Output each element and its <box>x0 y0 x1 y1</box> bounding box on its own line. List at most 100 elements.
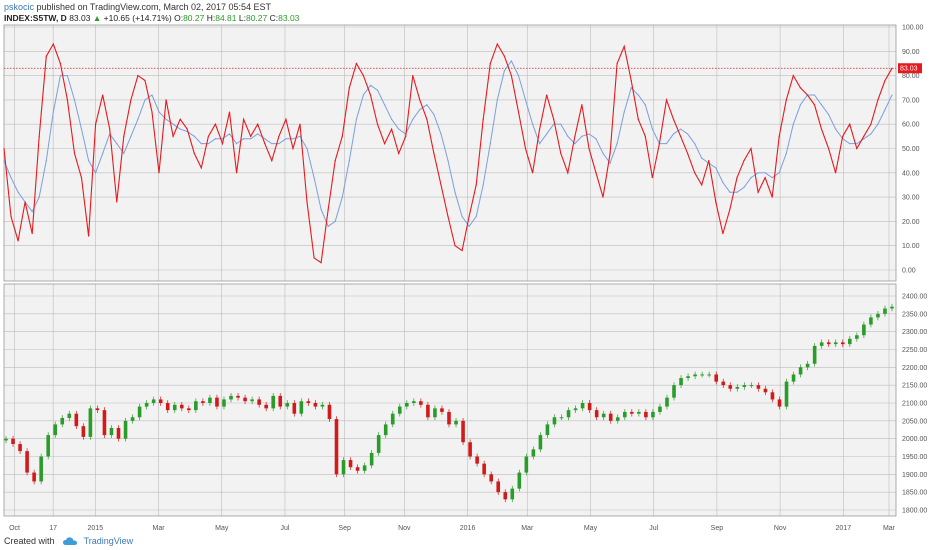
x-tick-label: Jul <box>649 525 658 532</box>
signal-point <box>510 60 513 62</box>
author-link[interactable]: pskocic <box>4 2 35 12</box>
signal-point <box>567 135 569 137</box>
price-candle <box>158 399 163 403</box>
signal-point <box>383 104 386 106</box>
price-candle <box>18 444 22 452</box>
tradingview-brand-link[interactable]: TradingView <box>83 536 134 546</box>
signal-point <box>440 133 442 135</box>
signal-point <box>609 162 611 164</box>
oscillator-point <box>510 75 513 77</box>
oscillator-point <box>630 79 632 82</box>
oscillator-point <box>391 128 393 130</box>
oscillator-point <box>475 184 477 186</box>
signal-point <box>517 75 520 77</box>
price-candle <box>187 408 191 411</box>
signal-point <box>299 135 301 137</box>
x-tick-label: Mar <box>883 525 896 532</box>
price-candle <box>482 463 486 475</box>
close-label: C: <box>269 13 279 23</box>
signal-point <box>856 143 858 145</box>
signal-point <box>813 94 816 96</box>
x-tick-label: Nov <box>774 525 787 532</box>
price-candle <box>151 399 156 403</box>
osc-y-tick-label: 90.00 <box>902 49 920 56</box>
price-candle <box>46 435 50 457</box>
oscillator-point <box>123 135 125 137</box>
oscillator-point <box>419 99 421 101</box>
oscillator-point <box>806 94 809 96</box>
x-tick-label: Jul <box>280 525 289 532</box>
price-candle <box>784 381 789 407</box>
oscillator-point <box>546 94 548 96</box>
price-candle <box>130 417 135 421</box>
signal-point <box>193 135 195 137</box>
price-candle <box>116 427 121 439</box>
price-candle <box>686 376 690 379</box>
symbol-label[interactable]: INDEX:S5TW, D <box>4 13 67 23</box>
price-candle <box>348 460 353 468</box>
oscillator-point <box>461 249 463 252</box>
price-candle <box>341 460 346 475</box>
price-candle <box>630 411 634 414</box>
signal-point <box>327 225 329 227</box>
price-candle <box>721 381 726 386</box>
oscillator-point <box>137 75 139 77</box>
oscillator-point <box>567 172 569 174</box>
signal-point <box>771 177 773 179</box>
price-candle <box>848 338 852 345</box>
price-pane <box>4 284 896 516</box>
oscillator-point <box>426 118 428 120</box>
price-candle <box>81 426 86 437</box>
price-candle <box>819 342 824 346</box>
price-candle <box>665 397 669 407</box>
price-candle <box>222 399 226 407</box>
price-candle <box>883 308 887 314</box>
oscillator-point <box>165 99 167 101</box>
osc-y-tick-label: 20.00 <box>902 219 920 226</box>
last-value: 83.03 <box>69 13 91 23</box>
price-candle <box>869 317 873 325</box>
osc-y-tick-label: 10.00 <box>902 243 920 250</box>
signal-point <box>665 143 668 145</box>
signal-point <box>264 138 266 140</box>
signal-point <box>376 89 379 91</box>
high-value: 84.81 <box>215 13 237 23</box>
oscillator-point <box>813 104 816 106</box>
signal-point <box>560 123 562 125</box>
ohlc-line: INDEX:S5TW, D 83.03 ▲ +10.65 (+14.71%) O… <box>4 13 924 24</box>
price-candle <box>165 403 170 411</box>
signal-point <box>165 118 167 120</box>
oscillator-point <box>285 118 287 120</box>
price-y-tick-label: 1850.00 <box>902 490 927 497</box>
close-value: 83.03 <box>278 13 300 23</box>
signal-point <box>207 143 209 145</box>
price-candle <box>531 449 536 457</box>
oscillator-point <box>764 177 766 179</box>
price-candle <box>468 442 472 457</box>
price-candle <box>327 404 332 420</box>
oscillator-point <box>87 235 90 237</box>
oscillator-point <box>31 232 33 235</box>
oscillator-point <box>553 118 555 120</box>
price-candle <box>67 413 72 418</box>
signal-point <box>257 133 259 135</box>
signal-point <box>849 143 851 145</box>
oscillator-point <box>405 135 407 137</box>
oscillator-point <box>785 99 787 101</box>
signal-point <box>595 138 597 140</box>
price-candle <box>538 435 543 450</box>
price-y-tick-label: 2350.00 <box>902 311 927 318</box>
price-candle <box>390 413 395 425</box>
oscillator-point <box>24 201 26 203</box>
price-candle <box>144 403 149 407</box>
signal-point <box>574 143 576 145</box>
signal-point <box>250 138 252 140</box>
signal-point <box>496 99 498 101</box>
price-candle <box>622 411 627 418</box>
signal-point <box>764 172 766 174</box>
signal-point <box>137 118 139 120</box>
osc-y-tick-label: 80.00 <box>902 73 920 80</box>
price-candle <box>700 374 704 376</box>
signal-point <box>461 215 463 218</box>
